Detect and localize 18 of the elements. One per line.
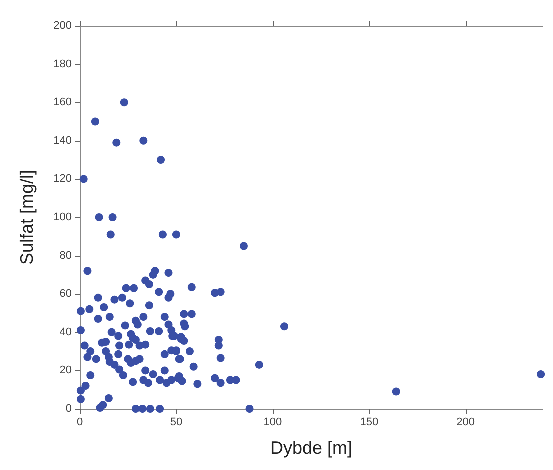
y-tick-label: 120 <box>54 173 72 186</box>
y-tick-label: 80 <box>60 250 72 262</box>
y-tick-label: 40 <box>60 326 72 338</box>
y-tick-label: 100 <box>54 212 72 224</box>
y-tick-label: 0 <box>66 403 72 415</box>
y-tick-label: 20 <box>60 364 72 377</box>
x-tick-label: 200 <box>456 416 476 428</box>
y-tick-label: 160 <box>54 96 72 109</box>
x-tick-label: 150 <box>360 416 379 428</box>
y-tick-label: 200 <box>54 20 72 32</box>
y-tick-label: 140 <box>54 134 72 147</box>
y-tick-label: 60 <box>60 288 72 300</box>
x-axis-title: Dybde [m] <box>270 438 353 458</box>
x-tick-label: 0 <box>76 416 84 428</box>
x-tick-label: 100 <box>264 416 282 428</box>
y-axis-title: Sulfat [mg/l] <box>17 170 37 266</box>
x-tick-label: 50 <box>170 416 183 428</box>
y-tick-label: 180 <box>54 58 72 70</box>
